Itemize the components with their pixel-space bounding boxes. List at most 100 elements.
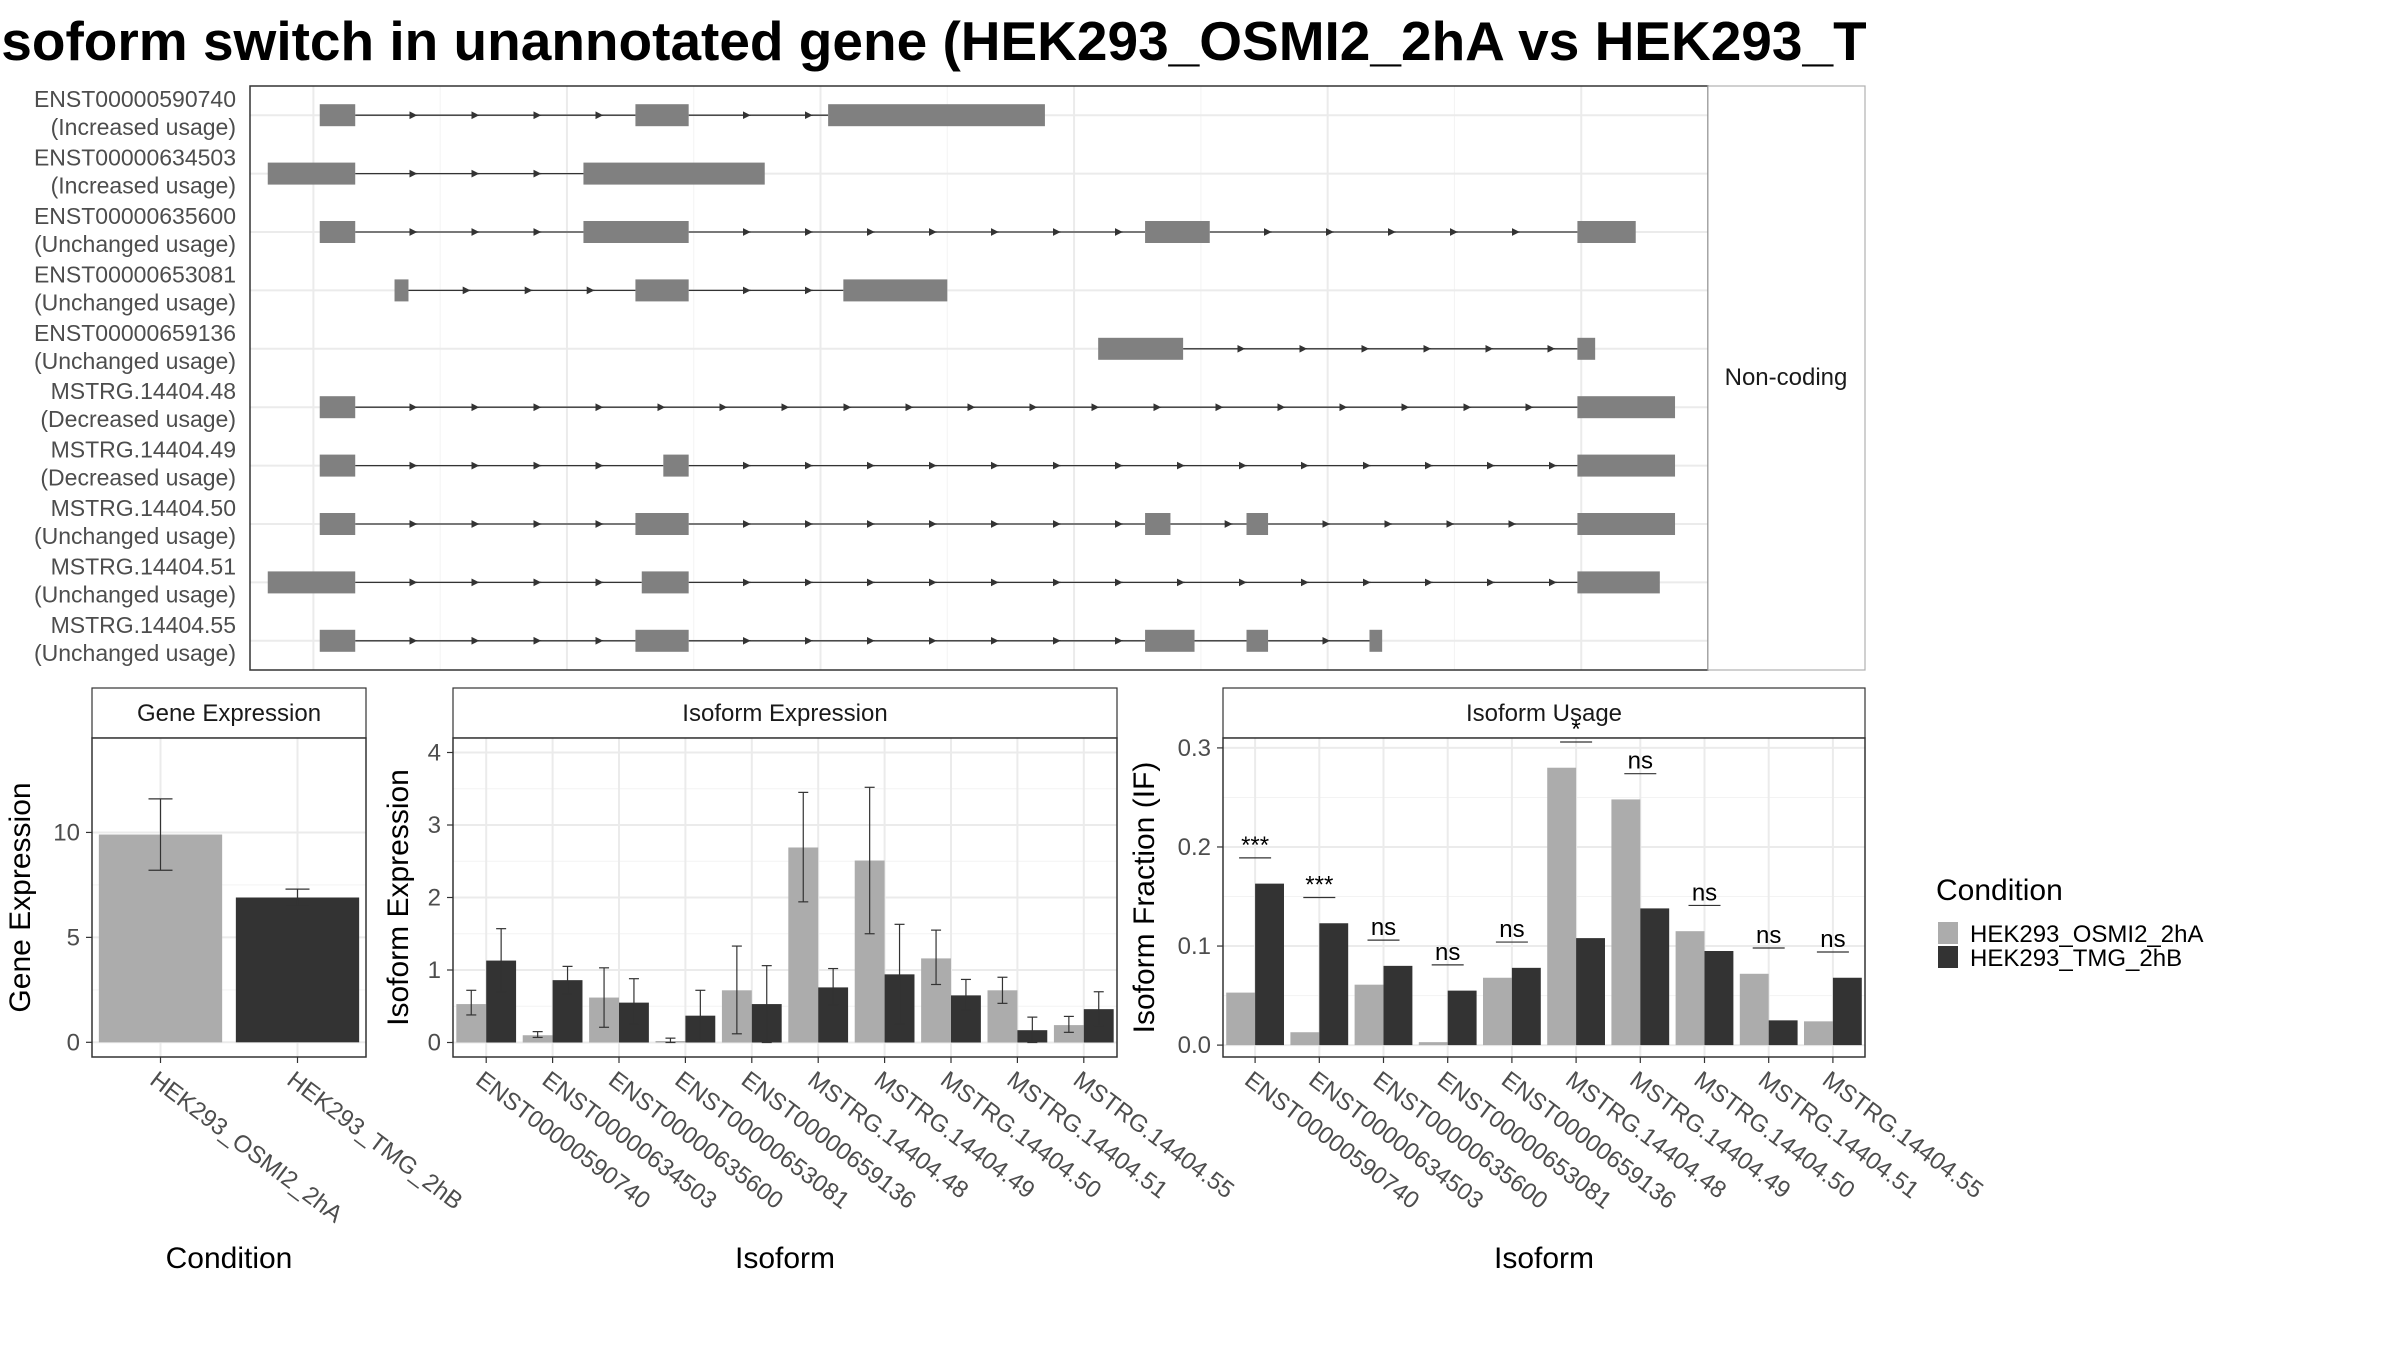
gene-expression-ylabel: Gene Expression bbox=[4, 782, 37, 1012]
exon-block bbox=[319, 629, 356, 652]
exon-block bbox=[663, 454, 689, 477]
exon-block bbox=[635, 629, 689, 652]
gene-expression-panel-border bbox=[91, 737, 367, 1058]
exon-block bbox=[1577, 396, 1676, 419]
transcript-usage-label: (Unchanged usage) bbox=[34, 581, 236, 607]
gene-expression-ytick-label: 0 bbox=[67, 1029, 80, 1056]
isoform-usage-significance-label: ns bbox=[1499, 916, 1524, 943]
exon-block bbox=[1145, 629, 1195, 652]
isoform-expression-strip bbox=[452, 687, 1118, 739]
exon-block bbox=[1577, 454, 1676, 477]
exon-block bbox=[267, 162, 356, 185]
isoform-expression-strip-label: Isoform Expression bbox=[682, 700, 887, 727]
isoform-expression-ytick-label: 0 bbox=[428, 1030, 441, 1057]
gene-expression-bar bbox=[235, 897, 360, 1043]
isoform-usage-significance-label: * bbox=[1571, 716, 1580, 743]
exon-block bbox=[583, 221, 689, 243]
isoform-usage-bar bbox=[1704, 950, 1734, 1046]
exon-block bbox=[1577, 513, 1676, 535]
transcript-id-label: ENST00000635600 bbox=[34, 203, 236, 229]
exon-block bbox=[319, 104, 356, 127]
isoform-expression-ytick-label: 4 bbox=[428, 740, 441, 767]
isoform-usage-significance-label: ns bbox=[1692, 879, 1717, 906]
exon-block bbox=[1145, 513, 1171, 535]
isoform-usage-bar bbox=[1804, 1021, 1833, 1046]
isoform-usage-bar bbox=[1768, 1020, 1798, 1046]
isoform-expression-bar bbox=[1053, 1025, 1084, 1043]
legend-title: Condition bbox=[1936, 874, 2063, 907]
transcript-usage-label: (Unchanged usage) bbox=[34, 640, 236, 666]
transcript-id-label: MSTRG.14404.48 bbox=[51, 378, 236, 404]
isoform-usage-bar bbox=[1319, 923, 1349, 1046]
isoform-expression-ytick-label: 1 bbox=[428, 957, 441, 984]
transcript-id-label: MSTRG.14404.49 bbox=[51, 437, 236, 463]
gene-expression-strip bbox=[91, 687, 367, 739]
exon-block bbox=[635, 104, 689, 127]
isoform-usage-bar bbox=[1226, 992, 1256, 1046]
isoform-usage-significance-label: ns bbox=[1756, 922, 1781, 949]
isoform-usage-significance-label: *** bbox=[1241, 832, 1269, 859]
exon-block bbox=[319, 221, 356, 243]
isoform-usage-ylabel: Isoform Fraction (IF) bbox=[1128, 762, 1161, 1034]
legend-swatch bbox=[1938, 922, 1958, 944]
isoform-expression-ytick-label: 2 bbox=[428, 885, 441, 912]
exon-block bbox=[319, 454, 356, 477]
legend-entry-label: HEK293_OSMI2_2hA bbox=[1970, 921, 2203, 948]
isoform-usage-bar bbox=[1739, 973, 1769, 1046]
non-coding-strip-label: Non-coding bbox=[1725, 364, 1848, 391]
transcript-usage-label: (Unchanged usage) bbox=[34, 523, 236, 549]
isoform-usage-strip-label: Isoform Usage bbox=[1466, 700, 1622, 727]
exon-block bbox=[1577, 571, 1660, 594]
transcript-usage-label: (Unchanged usage) bbox=[34, 231, 236, 257]
isoform-usage-strip bbox=[1222, 687, 1866, 739]
transcript-usage-label: (Increased usage) bbox=[51, 173, 236, 199]
isoform-usage-bar bbox=[1640, 908, 1670, 1046]
isoform-expression-ylabel: Isoform Expression bbox=[382, 769, 415, 1026]
isoform-usage-xlabel: Isoform bbox=[1494, 1242, 1594, 1275]
exon-block bbox=[635, 513, 689, 535]
gene-expression-ytick-label: 5 bbox=[67, 924, 80, 951]
transcript-side-strip bbox=[1707, 85, 1866, 671]
exon-block bbox=[635, 279, 689, 302]
isoform-usage-bar bbox=[1511, 967, 1541, 1046]
isoform-usage-ytick-label: 0.1 bbox=[1178, 933, 1211, 960]
transcript-id-label: ENST00000659136 bbox=[34, 320, 236, 346]
exon-block bbox=[828, 104, 1045, 127]
isoform-usage-bar bbox=[1354, 984, 1384, 1046]
exon-block bbox=[394, 279, 409, 302]
transcript-usage-label: (Decreased usage) bbox=[40, 406, 236, 432]
isoform-usage-ytick-label: 0.3 bbox=[1178, 735, 1211, 762]
isoform-usage-bar bbox=[1255, 883, 1284, 1046]
exon-block bbox=[843, 279, 948, 302]
transcript-id-label: ENST00000590740 bbox=[34, 86, 236, 112]
exon-block bbox=[319, 513, 356, 535]
exon-block bbox=[1098, 337, 1184, 360]
exon-block bbox=[583, 162, 765, 185]
isoform-expression-xlabel: Isoform bbox=[735, 1242, 835, 1275]
exon-block bbox=[1246, 629, 1269, 652]
plot-title: Isoform switch in unannotated gene (HEK2… bbox=[0, 10, 1866, 72]
isoform-usage-bar bbox=[1547, 767, 1577, 1046]
gene-expression-ytick-label: 10 bbox=[53, 819, 80, 846]
isoform-usage-significance-label: *** bbox=[1305, 872, 1333, 899]
transcript-panel-background bbox=[250, 86, 1708, 670]
legend-entry-label: HEK293_TMG_2hB bbox=[1970, 945, 2182, 972]
exon-block bbox=[319, 396, 356, 419]
isoform-usage-bar bbox=[1483, 977, 1512, 1046]
isoform-usage-bar bbox=[1832, 977, 1862, 1046]
gene-expression-strip-label: Gene Expression bbox=[137, 700, 321, 727]
gene-expression-xlabel: Condition bbox=[166, 1242, 293, 1275]
transcript-usage-label: (Increased usage) bbox=[51, 114, 236, 140]
exon-block bbox=[1246, 513, 1269, 535]
exon-block bbox=[267, 571, 356, 594]
isoform-usage-bar bbox=[1447, 990, 1477, 1046]
isoform-expression-ytick-label: 3 bbox=[428, 812, 441, 839]
exon-block bbox=[1577, 337, 1596, 360]
isoform-usage-ytick-label: 0.2 bbox=[1178, 834, 1211, 861]
isoform-usage-ytick-label: 0.0 bbox=[1178, 1032, 1211, 1059]
legend-swatch bbox=[1938, 946, 1958, 968]
transcript-id-label: ENST00000653081 bbox=[34, 261, 236, 287]
transcript-id-label: MSTRG.14404.50 bbox=[51, 495, 236, 521]
